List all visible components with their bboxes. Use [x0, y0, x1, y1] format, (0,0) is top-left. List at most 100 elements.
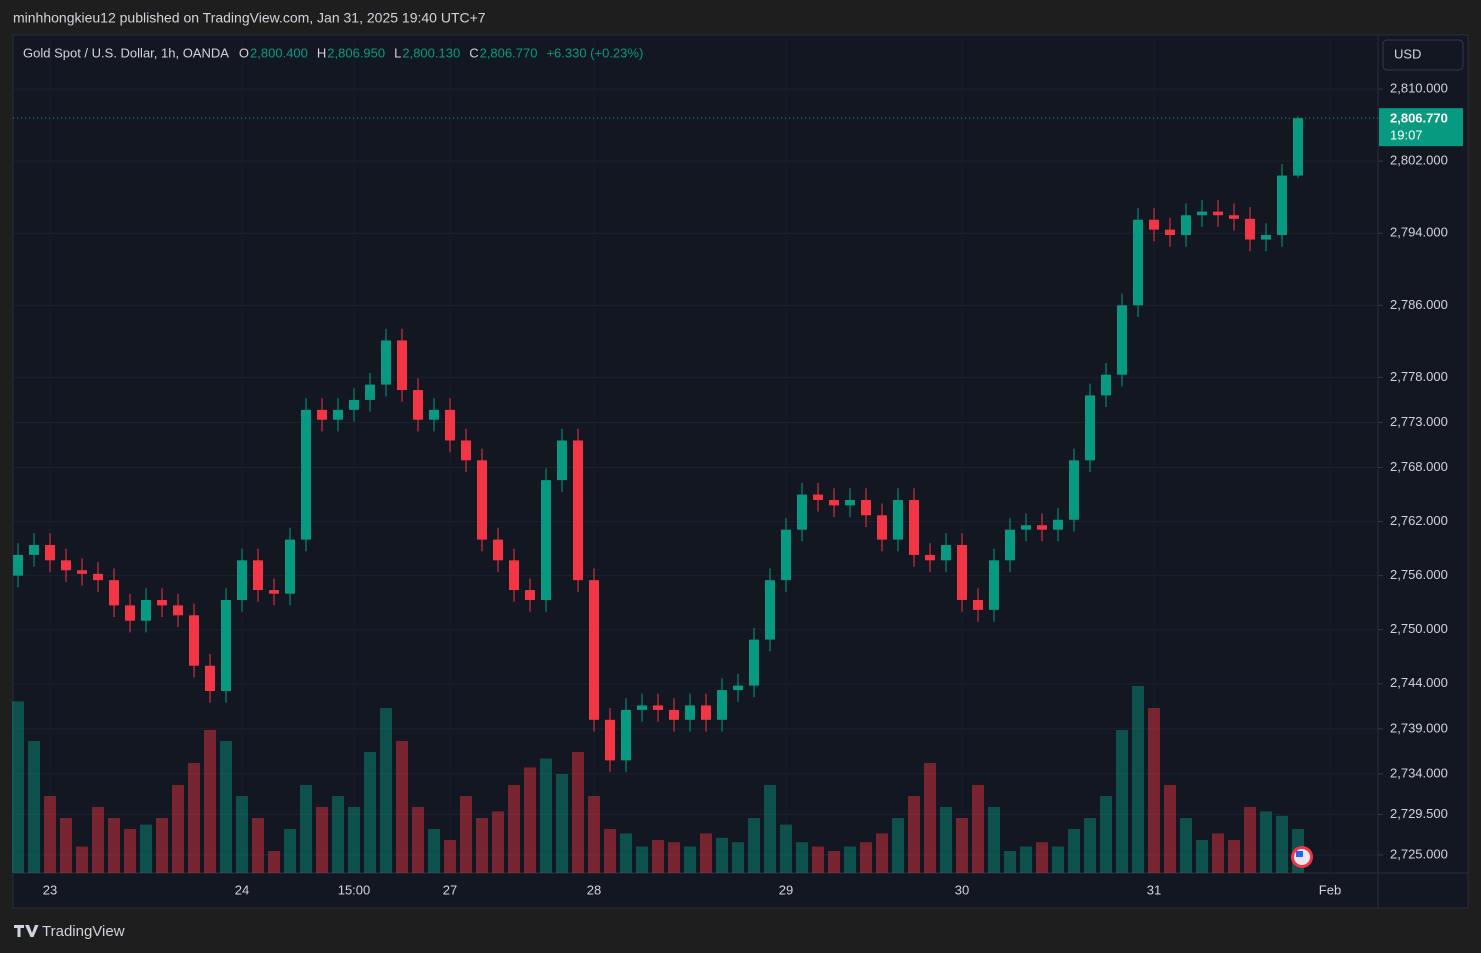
- volume-bar: [1260, 811, 1272, 873]
- volume-bar: [892, 818, 904, 873]
- volume-bar: [668, 842, 680, 873]
- candle-body: [381, 340, 391, 385]
- candle-body: [1149, 219, 1159, 230]
- candle-body: [973, 599, 983, 610]
- candle-body: [733, 685, 743, 691]
- candle-body: [941, 545, 951, 561]
- published-by: minhhongkieu12 published on TradingView.…: [13, 10, 486, 26]
- last-price-box: [1379, 108, 1463, 147]
- volume-bar: [252, 818, 264, 873]
- y-tick-label: 2,786.000: [1390, 297, 1448, 312]
- volume-bar: [476, 818, 488, 873]
- candle-body: [1213, 211, 1223, 216]
- candle-body: [877, 515, 887, 540]
- volume-bar: [572, 752, 584, 873]
- candle-body: [93, 573, 103, 581]
- candle-body: [509, 560, 519, 591]
- ohlc-key: O: [239, 45, 249, 60]
- volume-bar: [1244, 807, 1256, 873]
- ohlc-key: C: [469, 45, 478, 60]
- volume-bar: [860, 842, 872, 873]
- volume-bar: [940, 807, 952, 873]
- volume-bar: [1116, 730, 1128, 873]
- volume-bar: [1212, 833, 1224, 873]
- volume-bar: [1036, 842, 1048, 873]
- candle-body: [141, 599, 151, 621]
- candle-body: [797, 494, 807, 530]
- volume-bar: [1228, 840, 1240, 873]
- volume-bar: [284, 829, 296, 873]
- candle-body: [1117, 305, 1127, 375]
- volume-bar: [108, 818, 120, 873]
- candle-body: [413, 390, 423, 420]
- candle-body: [957, 545, 967, 600]
- candle-body: [1197, 211, 1207, 216]
- y-tick-label: 2,744.000: [1390, 675, 1448, 690]
- currency: USD: [1394, 46, 1421, 61]
- candle-body: [477, 460, 487, 540]
- volume-bar: [348, 807, 360, 873]
- volume-bar: [1132, 686, 1144, 873]
- x-tick-label: 29: [779, 882, 793, 897]
- x-tick-label: 24: [235, 882, 249, 897]
- candle-body: [541, 480, 551, 600]
- candle-body: [285, 539, 295, 594]
- volume-bar: [140, 824, 152, 873]
- candle-body: [1293, 118, 1303, 176]
- volume-bar: [460, 796, 472, 873]
- volume-bar: [652, 840, 664, 873]
- volume-bar: [540, 758, 552, 873]
- y-tick-label: 2,802.000: [1390, 153, 1448, 168]
- x-tick-label: 23: [43, 882, 57, 897]
- y-tick-label: 2,756.000: [1390, 567, 1448, 582]
- volume-bar: [156, 818, 168, 873]
- grid: [13, 35, 1378, 873]
- volume-bar: [764, 785, 776, 873]
- volume-bar: [28, 741, 40, 873]
- candle-body: [1021, 525, 1031, 530]
- candle-body: [205, 665, 215, 691]
- candle-body: [29, 545, 39, 555]
- candle-body: [45, 545, 55, 561]
- volume-bar: [780, 824, 792, 873]
- axis-layer: 2,810.000 2,802.000 2,794.000 2,786.000 2,77…: [13, 81, 1463, 897]
- ohlc-value: 2,806.950: [327, 45, 385, 60]
- currency-button[interactable]: [1382, 39, 1464, 71]
- y-tick-label: 2,810.000: [1390, 81, 1448, 96]
- volume-bar: [636, 846, 648, 873]
- volume-bar: [1180, 818, 1192, 873]
- ohlc-key: H: [317, 45, 326, 60]
- candle-body: [157, 599, 167, 606]
- y-tick-label: 2,768.000: [1390, 459, 1448, 474]
- volume-bar: [12, 701, 24, 873]
- candle-body: [525, 590, 535, 600]
- candle-body: [989, 560, 999, 610]
- volume-bar: [1196, 840, 1208, 873]
- candle-body: [237, 560, 247, 600]
- y-tick-label: 2,750.000: [1390, 621, 1448, 636]
- volume-bar: [732, 842, 744, 873]
- volume-bar: [1276, 815, 1288, 873]
- candle-body: [925, 554, 935, 561]
- y-tick-label: 2,794.000: [1390, 225, 1448, 240]
- volume-bar: [588, 796, 600, 873]
- candle-body: [61, 560, 71, 571]
- candle-body: [1085, 395, 1095, 461]
- volume-bar: [748, 818, 760, 873]
- volume-bar: [524, 767, 536, 873]
- candle-body: [829, 499, 839, 506]
- candle-body: [365, 384, 375, 400]
- candle-body: [109, 580, 119, 606]
- candle-body: [13, 554, 23, 576]
- volume-bar: [1068, 829, 1080, 873]
- volume-bar: [1084, 818, 1096, 873]
- y-tick-label: 2,778.000: [1390, 369, 1448, 384]
- volume-bar: [620, 833, 632, 873]
- candle-body: [749, 639, 759, 686]
- candle-body: [301, 409, 311, 540]
- candle-body: [685, 705, 695, 720]
- chart-title: Gold Spot / U.S. Dollar, 1h, OANDA: [23, 45, 229, 60]
- volume-bar: [1052, 846, 1064, 873]
- countdown: 19:07: [1390, 128, 1423, 143]
